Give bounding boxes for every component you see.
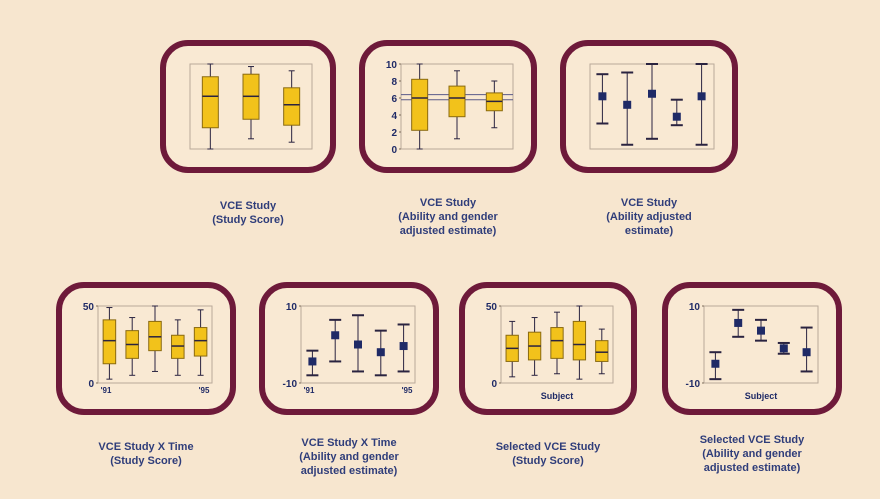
plot-selected-vce-study-ability-gender: 10 -10 Subject: [686, 302, 819, 401]
caption-line: (Ability and gender: [398, 211, 498, 223]
caption-vce-study-ability: VCE Study (Ability adjusted estimate): [569, 196, 729, 238]
caption-line: adjusted estimate): [399, 225, 497, 237]
caption-line: VCE Study: [219, 200, 277, 212]
caption-line: VCE Study: [419, 197, 477, 209]
estimate-point: [399, 342, 408, 351]
x-tick-label: '91: [304, 386, 315, 395]
y-tick-label: 10: [386, 60, 398, 71]
caption-vce-study-score: VCE Study (Study Score): [168, 199, 328, 227]
estimate-point: [757, 326, 765, 335]
estimate-point: [623, 100, 632, 109]
panel-frame-vce-study-ability-gender: 10 8 6 4 2 0: [359, 40, 537, 173]
plot-vce-study-x-time-ability-gender: 10 -10 '91 '95: [283, 302, 416, 395]
panel-frame-vce-study-x-time: 50 0 '91 '95: [56, 282, 236, 415]
x-axis-label: Subject: [745, 391, 778, 401]
caption-line: VCE Study X Time: [301, 437, 397, 449]
box: [283, 87, 301, 126]
estimate-point: [331, 331, 340, 340]
box: [595, 340, 609, 362]
caption-vce-study-x-time: VCE Study X Time (Study Score): [66, 440, 226, 468]
box: [201, 76, 219, 129]
estimate-point: [308, 357, 317, 366]
panel-frame-selected-vce-study-ability-gender: 10 -10 Subject: [662, 282, 842, 415]
caption-line: (Ability and gender: [702, 448, 802, 460]
estimate-point: [672, 112, 681, 121]
estimate-point: [376, 348, 385, 357]
caption-line: adjusted estimate): [300, 465, 398, 477]
plot-area: [703, 305, 819, 384]
panel-frame-vce-study-score: [160, 40, 336, 173]
caption-vce-study-ability-gender: VCE Study (Ability and gender adjusted e…: [368, 196, 528, 238]
box: [572, 320, 587, 361]
y-tick-label: 10: [286, 302, 298, 313]
y-tick-label: 8: [391, 77, 397, 88]
estimate-point: [697, 92, 706, 101]
x-tick-label: '95: [402, 386, 413, 395]
estimate-point: [802, 348, 811, 357]
plot-area: [400, 63, 514, 150]
box: [448, 85, 466, 118]
caption-line: (Ability adjusted: [606, 211, 692, 223]
caption-vce-study-x-time-ability-gender: VCE Study X Time (Ability and gender adj…: [269, 436, 429, 478]
box: [550, 327, 564, 359]
y-tick-label: 50: [486, 302, 498, 313]
plot-vce-study-ability: [589, 63, 715, 150]
y-tick-label: 0: [88, 379, 94, 390]
estimate-point: [598, 92, 607, 101]
caption-selected-vce-study-ability-gender: Selected VCE Study (Ability and gender a…: [672, 433, 832, 475]
estimate-point: [734, 318, 743, 327]
plot-vce-study-x-time: 50 0 '91 '95: [83, 302, 213, 395]
box: [171, 334, 185, 359]
panel-frame-selected-vce-study-score: 50 0 Subject: [459, 282, 637, 415]
y-tick-label: 2: [391, 128, 397, 139]
caption-line: (Study Score): [512, 455, 584, 467]
y-tick-label: 50: [83, 302, 95, 313]
plot-area: [500, 305, 614, 384]
panel-frame-vce-study-x-time-ability-gender: 10 -10 '91 '95: [259, 282, 439, 415]
box: [102, 319, 117, 365]
y-tick-label: 10: [689, 302, 701, 313]
box: [411, 78, 429, 131]
caption-line: VCE Study: [620, 197, 678, 209]
panel-frame-vce-study-ability: [560, 40, 738, 173]
caption-line: estimate): [624, 225, 674, 237]
caption-line: Selected VCE Study: [495, 441, 601, 453]
plot-area: [300, 305, 416, 384]
y-tick-label: -10: [283, 379, 298, 390]
estimate-point: [648, 89, 656, 98]
x-tick-label: '95: [199, 386, 210, 395]
plot-selected-vce-study-score: 50 0 Subject: [486, 302, 614, 401]
caption-line: VCE Study X Time: [98, 441, 194, 453]
y-tick-label: -10: [686, 379, 701, 390]
y-tick-label: 0: [391, 145, 397, 156]
caption-selected-vce-study-score: Selected VCE Study (Study Score): [468, 440, 628, 468]
plot-area: [189, 63, 313, 150]
estimate-point: [779, 344, 788, 353]
x-axis-label: Subject: [541, 391, 574, 401]
box: [148, 320, 162, 352]
y-tick-label: 4: [391, 111, 397, 122]
caption-line: (Study Score): [110, 455, 182, 467]
caption-line: adjusted estimate): [703, 462, 801, 474]
x-tick-label: '91: [101, 386, 112, 395]
caption-line: Selected VCE Study: [699, 434, 805, 446]
caption-line: (Ability and gender: [299, 451, 399, 463]
y-tick-label: 6: [391, 94, 397, 105]
plot-vce-study-ability-gender: 10 8 6 4 2 0: [386, 60, 514, 156]
estimate-point: [354, 340, 362, 349]
caption-line: (Study Score): [212, 214, 284, 226]
estimate-point: [711, 359, 720, 368]
box: [193, 327, 208, 357]
y-tick-label: 0: [491, 379, 497, 390]
plot-vce-study-score: [189, 63, 313, 150]
